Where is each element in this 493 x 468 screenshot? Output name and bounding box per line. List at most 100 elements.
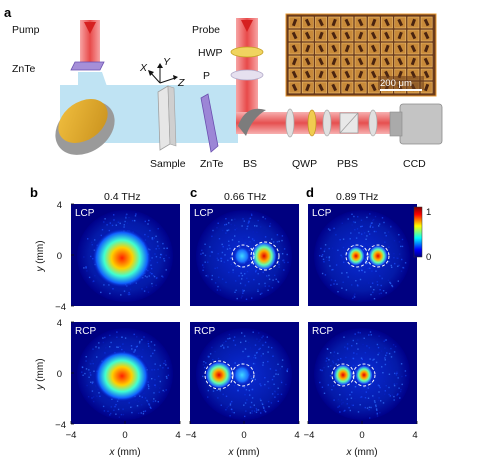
speckle-dot — [337, 352, 339, 355]
speckle-dot — [229, 257, 232, 259]
dashed-c-rcp-right — [231, 363, 255, 387]
speckle-dot — [141, 356, 143, 358]
micrograph-slot — [357, 83, 364, 92]
speckle-dot — [111, 224, 114, 227]
micrograph-slot — [291, 57, 298, 66]
speckle-dot — [217, 253, 219, 255]
speckle-dot — [202, 269, 204, 271]
speckle-dot — [122, 408, 124, 410]
speckle-dot — [380, 284, 382, 287]
speckle-dot — [327, 384, 329, 386]
speckle-dot — [246, 399, 248, 401]
speckle-dot — [354, 386, 357, 388]
speckle-dot — [395, 345, 397, 348]
speckle-dot — [149, 406, 152, 408]
znte-top-label: ZnTe — [12, 63, 36, 75]
speckle-dot — [88, 276, 91, 279]
speckle-dot — [251, 412, 253, 414]
speckle-dot — [234, 344, 237, 346]
speckle-dot — [157, 368, 159, 371]
speckle-dot — [87, 238, 89, 240]
speckle-dot — [115, 224, 117, 226]
speckle-dot — [236, 297, 238, 300]
dashed-d-lcp-right — [366, 244, 390, 268]
spot-d-rcp-left — [333, 364, 353, 386]
speckle-dot — [141, 339, 143, 341]
beam-splitter — [238, 108, 266, 136]
speckle-dot — [375, 408, 378, 410]
speckle-dot — [260, 399, 262, 402]
speckle-dot — [364, 354, 367, 357]
speckle-dot — [373, 271, 375, 273]
row-label-c-lcp: LCP — [194, 208, 214, 219]
speckle-dot — [384, 357, 386, 359]
speckle-dot — [332, 360, 334, 362]
speckle-dot — [163, 390, 166, 393]
speckle-dot — [357, 216, 359, 218]
speckle-dot — [156, 261, 159, 264]
pump-arrow — [84, 22, 96, 34]
speckle-dot — [93, 370, 95, 372]
speckle-dot — [367, 397, 370, 399]
speckle-dot — [204, 366, 206, 369]
speckle-dot — [401, 383, 403, 386]
speckle-dot — [128, 216, 130, 219]
speckle-dot — [249, 217, 252, 219]
axis-y-arrow — [157, 63, 163, 68]
speckle-dot — [319, 381, 321, 384]
speckle-dot — [397, 280, 399, 282]
speckle-dot — [386, 352, 388, 354]
speckle-dot — [378, 391, 380, 393]
speckle-dot — [233, 384, 236, 387]
speckle-dot — [234, 224, 236, 226]
speckle-dot — [247, 222, 250, 224]
micrograph-slot — [423, 44, 430, 53]
speckle-dot — [330, 385, 333, 388]
speckle-dot — [368, 364, 371, 366]
speckle-dot — [333, 355, 335, 357]
speckle-dot — [330, 279, 333, 281]
speckle-dot — [229, 402, 232, 405]
speckle-dot — [243, 359, 245, 361]
speckle-dot — [256, 231, 258, 233]
speckle-dot — [103, 284, 105, 286]
speckle-dot — [207, 260, 209, 263]
speckle-dot — [135, 346, 138, 348]
dashed-d-rcp-left — [331, 363, 355, 387]
speckle-dot — [105, 347, 107, 349]
speckle-dot — [381, 278, 383, 280]
y-tick-bot-row1: −4 — [55, 302, 66, 313]
speckle-dot — [212, 390, 215, 392]
speckle-dot — [159, 256, 161, 259]
probe-label: Probe — [192, 24, 220, 36]
speckle-dot — [277, 400, 279, 402]
speckle-dot — [249, 394, 251, 396]
speckle-dot — [250, 401, 253, 404]
speckle-dot — [241, 225, 243, 227]
speckle-dot — [225, 281, 227, 284]
speckle-dot — [335, 264, 338, 266]
speckle-dot — [347, 276, 349, 278]
speckle-dot — [391, 285, 394, 288]
speckle-dot — [242, 350, 244, 353]
speckle-dot — [148, 404, 151, 406]
speckle-dot — [359, 404, 361, 406]
panel-a-setup: a Pump ZnTe Sample X Y Z ZnTe — [4, 5, 443, 170]
speckle-dot — [151, 378, 153, 380]
speckle-dot — [124, 337, 127, 339]
speckle-dot — [341, 256, 343, 258]
speckle-dot — [261, 403, 264, 406]
speckle-dot — [375, 270, 377, 272]
speckle-dot — [370, 406, 372, 409]
speckle-dot — [264, 282, 266, 285]
speckle-dot — [327, 228, 330, 230]
speckle-dot — [264, 236, 267, 238]
speckle-dot — [131, 220, 134, 222]
speckle-dot — [356, 353, 358, 355]
micrograph-cells — [288, 16, 433, 94]
speckle-dot — [168, 257, 170, 259]
micrograph-slot — [305, 83, 311, 92]
speckle-dot — [202, 252, 204, 254]
speckle-dot — [223, 261, 225, 263]
polarizer-label: P — [203, 70, 210, 82]
